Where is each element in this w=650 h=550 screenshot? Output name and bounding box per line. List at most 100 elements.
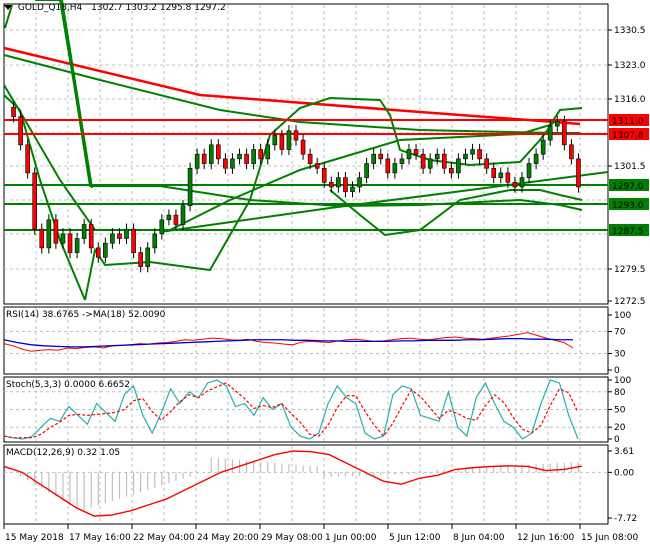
- price-tick-label: 1330.5: [614, 26, 646, 36]
- price-tick-label: 1301.5: [614, 162, 646, 172]
- candle: [307, 153, 313, 164]
- macd-panel: [3, 444, 609, 525]
- candle: [145, 247, 151, 267]
- candle: [378, 153, 384, 160]
- candle: [258, 149, 263, 160]
- candle: [131, 228, 136, 253]
- candle: [46, 219, 52, 249]
- price-tick-label: 1272.5: [614, 297, 646, 307]
- candle: [533, 153, 539, 164]
- candle: [371, 153, 376, 164]
- candle: [449, 167, 454, 174]
- stoch-tick-label: 80: [614, 388, 626, 398]
- candle: [321, 167, 327, 183]
- candle: [187, 167, 193, 207]
- time-axis-label: 17 May 16:00: [69, 533, 131, 543]
- time-axis-label: 15 May 2018: [5, 533, 64, 543]
- ascending-trendline: [159, 171, 609, 233]
- candle: [272, 135, 278, 146]
- time-axis-label: 15 Jun 08:00: [581, 533, 638, 543]
- candle: [434, 153, 440, 160]
- candle: [124, 228, 129, 239]
- candle: [569, 144, 574, 160]
- main-panel: [3, 3, 609, 305]
- price-tick-label: 1323.0: [614, 61, 646, 71]
- candle: [413, 149, 419, 155]
- candle: [364, 163, 369, 178]
- macd-tick-label: 3.61: [614, 447, 634, 457]
- candle: [562, 121, 567, 146]
- candle: [103, 242, 108, 258]
- candle: [343, 177, 348, 192]
- time-axis-label: 5 Jun 12:00: [389, 533, 441, 543]
- candle: [484, 158, 489, 169]
- stoch-tick-label: 20: [614, 423, 626, 433]
- time-axis-label: 24 May 20:00: [197, 533, 259, 543]
- macd-title: MACD(12,26,9) 0.32 1.05: [6, 448, 121, 458]
- level-label-bg: [609, 114, 649, 126]
- candle: [166, 214, 172, 221]
- time-axis-label: 29 May 08:00: [261, 533, 323, 543]
- level-label-bg: [609, 198, 649, 210]
- candle: [39, 228, 45, 249]
- bollinger-lower-left: [3, 94, 86, 301]
- candle: [25, 144, 30, 174]
- candle: [223, 158, 228, 169]
- candle: [74, 238, 80, 253]
- time-axis-label: 22 May 04:00: [133, 533, 195, 543]
- symbol-label: GOLD_Q18,H4: [17, 3, 83, 13]
- candle: [138, 252, 143, 267]
- candle: [314, 163, 320, 169]
- candle: [498, 172, 504, 178]
- candle: [441, 153, 447, 169]
- level-label: 1311.0: [612, 117, 644, 127]
- candle: [110, 233, 115, 244]
- candle: [230, 158, 235, 169]
- candle: [53, 219, 59, 244]
- candle: [357, 177, 362, 188]
- band-line: [61, 0, 93, 189]
- time-axis-label: 8 Jun 04:00: [453, 533, 505, 543]
- candle: [427, 158, 433, 169]
- candle: [216, 144, 221, 160]
- triangle-down-icon[interactable]: [4, 5, 12, 10]
- candle: [470, 149, 475, 155]
- candle: [350, 186, 355, 192]
- stoch-tick-label: 0: [614, 435, 620, 445]
- rsi-tick-label: 100: [614, 311, 631, 321]
- candle: [251, 149, 256, 164]
- rsi-line: [3, 332, 574, 352]
- candle: [32, 172, 38, 230]
- candle: [554, 121, 560, 127]
- rsi-ma-line: [3, 337, 573, 348]
- candle: [117, 233, 122, 239]
- time-axis-label: 1 Jun 00:00: [325, 533, 377, 543]
- price-tick-label: 1279.5: [614, 265, 646, 275]
- candle: [420, 153, 426, 169]
- candle: [336, 177, 341, 188]
- candle: [95, 247, 101, 258]
- candle: [208, 144, 214, 164]
- candle: [329, 182, 334, 188]
- candle: [194, 153, 200, 169]
- candle: [152, 233, 158, 249]
- macd-tick-label: -7.72: [614, 514, 637, 524]
- candle: [88, 224, 94, 249]
- ohlc-values: 1302.7 1303.2 1295.8 1297.2: [91, 3, 226, 13]
- envelope-lower: [329, 189, 583, 237]
- candle: [279, 135, 285, 150]
- candle: [406, 149, 412, 160]
- stoch-tick-label: 50: [614, 406, 626, 416]
- candle: [180, 205, 186, 225]
- candle: [392, 163, 398, 174]
- stoch-signal-line: [3, 382, 579, 439]
- candle: [293, 130, 299, 141]
- candle: [547, 125, 553, 141]
- rsi-title: RSI(14) 38.6765 ->MA(18) 52.0090: [6, 310, 166, 320]
- candle: [265, 144, 271, 160]
- level-label: 1293.0: [612, 201, 644, 211]
- candle: [244, 153, 249, 164]
- candle: [201, 153, 207, 164]
- candle: [173, 214, 179, 225]
